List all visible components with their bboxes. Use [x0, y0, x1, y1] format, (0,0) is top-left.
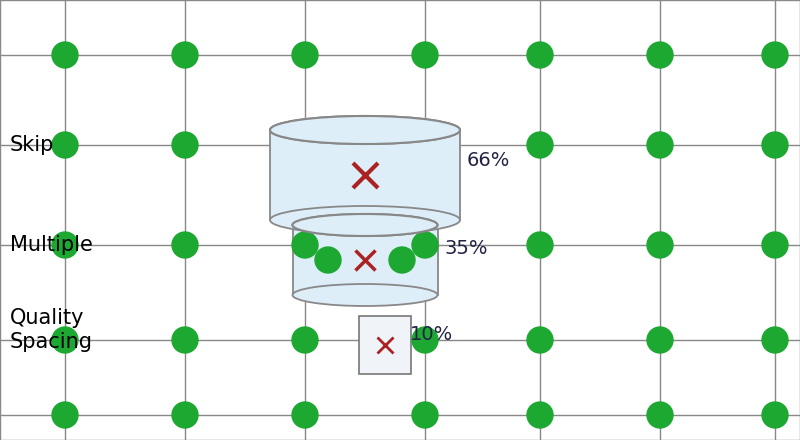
Text: 35%: 35% — [445, 238, 489, 257]
Circle shape — [292, 42, 318, 68]
Circle shape — [52, 402, 78, 428]
Circle shape — [172, 402, 198, 428]
Text: Skip: Skip — [10, 135, 54, 155]
Ellipse shape — [293, 214, 438, 236]
Circle shape — [52, 132, 78, 158]
Circle shape — [527, 402, 553, 428]
Text: Multiple: Multiple — [10, 235, 93, 255]
Circle shape — [527, 132, 553, 158]
Circle shape — [412, 232, 438, 258]
Ellipse shape — [293, 284, 438, 306]
Circle shape — [762, 42, 788, 68]
Circle shape — [647, 232, 673, 258]
Circle shape — [389, 247, 415, 273]
Circle shape — [52, 42, 78, 68]
Circle shape — [52, 232, 78, 258]
Circle shape — [172, 327, 198, 353]
Circle shape — [762, 402, 788, 428]
Circle shape — [52, 327, 78, 353]
Circle shape — [172, 232, 198, 258]
Circle shape — [527, 232, 553, 258]
Text: 10%: 10% — [410, 324, 454, 344]
Circle shape — [412, 327, 438, 353]
Text: 66%: 66% — [467, 150, 510, 169]
Circle shape — [647, 132, 673, 158]
Bar — [293, 225, 438, 295]
Bar — [359, 316, 411, 374]
Circle shape — [412, 42, 438, 68]
Circle shape — [527, 327, 553, 353]
Circle shape — [527, 42, 553, 68]
Circle shape — [292, 402, 318, 428]
Ellipse shape — [270, 206, 460, 234]
Circle shape — [647, 42, 673, 68]
Ellipse shape — [270, 116, 460, 144]
Ellipse shape — [293, 214, 438, 236]
Circle shape — [292, 327, 318, 353]
Circle shape — [292, 232, 318, 258]
Circle shape — [172, 132, 198, 158]
Bar — [270, 130, 460, 220]
Circle shape — [315, 247, 341, 273]
Circle shape — [412, 402, 438, 428]
Circle shape — [647, 402, 673, 428]
Ellipse shape — [270, 116, 460, 144]
Circle shape — [647, 327, 673, 353]
Circle shape — [762, 132, 788, 158]
Text: Quality
Spacing: Quality Spacing — [10, 308, 93, 352]
Circle shape — [762, 327, 788, 353]
Circle shape — [172, 42, 198, 68]
Circle shape — [762, 232, 788, 258]
